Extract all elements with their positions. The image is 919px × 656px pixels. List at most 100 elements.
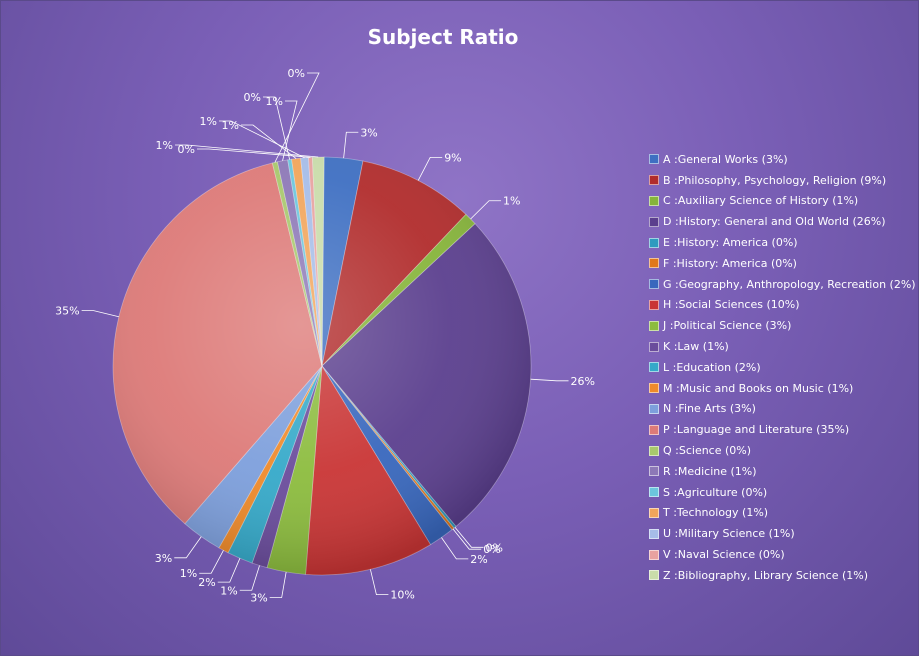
legend-swatch — [649, 299, 659, 310]
legend-label: R :Medicine (1%) — [663, 464, 757, 478]
legend-swatch — [649, 507, 659, 518]
legend-item-4: D :History: General and Old World (26%) — [649, 211, 917, 232]
data-label-13: 3% — [155, 552, 172, 565]
legend-swatch — [649, 237, 659, 248]
data-label-5: 0% — [485, 541, 502, 554]
leader-line-12 — [199, 550, 224, 574]
legend-label: H :Social Sciences (10%) — [663, 298, 800, 312]
data-label-12: 1% — [180, 567, 197, 580]
data-label-8: 10% — [390, 589, 414, 602]
data-label-20: 0% — [178, 143, 195, 156]
legend-item-21: Z :Bibliography, Library Science (1%) — [649, 565, 917, 586]
legend-swatch — [649, 279, 659, 290]
data-label-15: 0% — [288, 67, 305, 80]
legend-label: V :Naval Science (0%) — [663, 548, 785, 562]
legend-swatch — [649, 424, 659, 435]
legend-item-12: M :Music and Books on Music (1%) — [649, 378, 917, 399]
legend-item-3: C :Auxiliary Science of History (1%) — [649, 191, 917, 212]
leader-line-18 — [241, 124, 297, 159]
legend-item-5: E :History: America (0%) — [649, 232, 917, 253]
legend-item-6: F :History: America (0%) — [649, 253, 917, 274]
legend-item-2: B :Philosophy, Psychology, Religion (9%) — [649, 170, 917, 191]
legend-swatch — [649, 383, 659, 394]
leader-line-3 — [470, 200, 502, 220]
data-label-2: 9% — [444, 151, 461, 164]
legend-swatch — [649, 216, 659, 227]
legend-item-19: U :Military Science (1%) — [649, 523, 917, 544]
chart-title: Subject Ratio — [367, 25, 519, 49]
leader-line-2 — [417, 156, 443, 181]
legend-swatch — [649, 258, 659, 269]
legend-label: Q :Science (0%) — [663, 444, 752, 458]
legend-item-13: N :Fine Arts (3%) — [649, 399, 917, 420]
leader-line-20 — [197, 148, 311, 158]
data-label-1: 3% — [360, 126, 377, 139]
data-label-7: 2% — [470, 553, 487, 566]
leader-line-16 — [282, 100, 298, 161]
legend-label: K :Law (1%) — [663, 340, 729, 354]
data-label-21: 1% — [156, 139, 173, 152]
legend-label: M :Music and Books on Music (1%) — [663, 381, 854, 395]
legend-swatch — [649, 487, 659, 498]
data-label-14: 35% — [55, 305, 79, 318]
legend-item-11: L :Education (2%) — [649, 357, 917, 378]
legend-label: J :Political Science (3%) — [663, 319, 792, 333]
leader-line-6 — [452, 528, 482, 550]
legend-label: U :Military Science (1%) — [663, 527, 795, 541]
legend-label: S :Agriculture (0%) — [663, 485, 768, 499]
data-label-16: 1% — [266, 95, 283, 108]
leader-line-4 — [530, 378, 569, 382]
data-label-11: 2% — [198, 576, 215, 589]
leader-line-9 — [269, 571, 287, 598]
legend-item-18: T :Technology (1%) — [649, 503, 917, 524]
legend-swatch — [649, 320, 659, 331]
legend-swatch — [649, 362, 659, 373]
legend-item-1: A :General Works (3%) — [649, 149, 917, 170]
leader-line-14 — [81, 310, 119, 318]
legend-swatch — [649, 549, 659, 560]
legend-swatch — [649, 445, 659, 456]
legend-swatch — [649, 528, 659, 539]
legend-item-10: K :Law (1%) — [649, 336, 917, 357]
legend-label: N :Fine Arts (3%) — [663, 402, 756, 416]
leader-line-8 — [369, 569, 389, 596]
leader-line-11 — [217, 558, 241, 583]
legend-swatch — [649, 570, 659, 581]
leader-line-19 — [219, 120, 305, 159]
legend-label: L :Education (2%) — [663, 360, 761, 374]
legend-item-16: R :Medicine (1%) — [649, 461, 917, 482]
data-label-9: 3% — [250, 592, 267, 605]
legend-label: P :Language and Literature (35%) — [663, 423, 850, 437]
legend-label: A :General Works (3%) — [663, 152, 788, 166]
legend-item-9: J :Political Science (3%) — [649, 315, 917, 336]
data-label-3: 1% — [503, 195, 520, 208]
legend-label: T :Technology (1%) — [663, 506, 769, 520]
data-label-19: 1% — [200, 115, 217, 128]
legend-item-7: G :Geography, Anthropology, Recreation (… — [649, 274, 917, 295]
data-label-6: 0% — [483, 543, 500, 556]
legend: A :General Works (3%) B :Philosophy, Psyc… — [649, 149, 917, 586]
leader-line-7 — [441, 537, 469, 560]
data-label-4: 26% — [571, 375, 595, 388]
legend-label: F :History: America (0%) — [663, 256, 797, 270]
leader-line-10 — [239, 565, 260, 591]
legend-item-14: P :Language and Literature (35%) — [649, 419, 917, 440]
leader-line-15 — [274, 72, 320, 163]
legend-label: Z :Bibliography, Library Science (1%) — [663, 568, 868, 582]
legend-item-17: S :Agriculture (0%) — [649, 482, 917, 503]
legend-swatch — [649, 403, 659, 414]
legend-swatch — [649, 341, 659, 352]
leader-line-13 — [174, 536, 202, 559]
legend-swatch — [649, 195, 659, 206]
legend-label: E :History: America (0%) — [663, 236, 798, 250]
data-label-10: 1% — [220, 584, 237, 597]
legend-item-15: Q :Science (0%) — [649, 440, 917, 461]
legend-label: B :Philosophy, Psychology, Religion (9%) — [663, 173, 887, 187]
leader-line-5 — [454, 526, 484, 548]
leader-line-1 — [343, 131, 359, 159]
legend-swatch — [649, 175, 659, 186]
data-label-18: 1% — [222, 119, 239, 132]
legend-item-20: V :Naval Science (0%) — [649, 544, 917, 565]
legend-label: C :Auxiliary Science of History (1%) — [663, 194, 859, 208]
